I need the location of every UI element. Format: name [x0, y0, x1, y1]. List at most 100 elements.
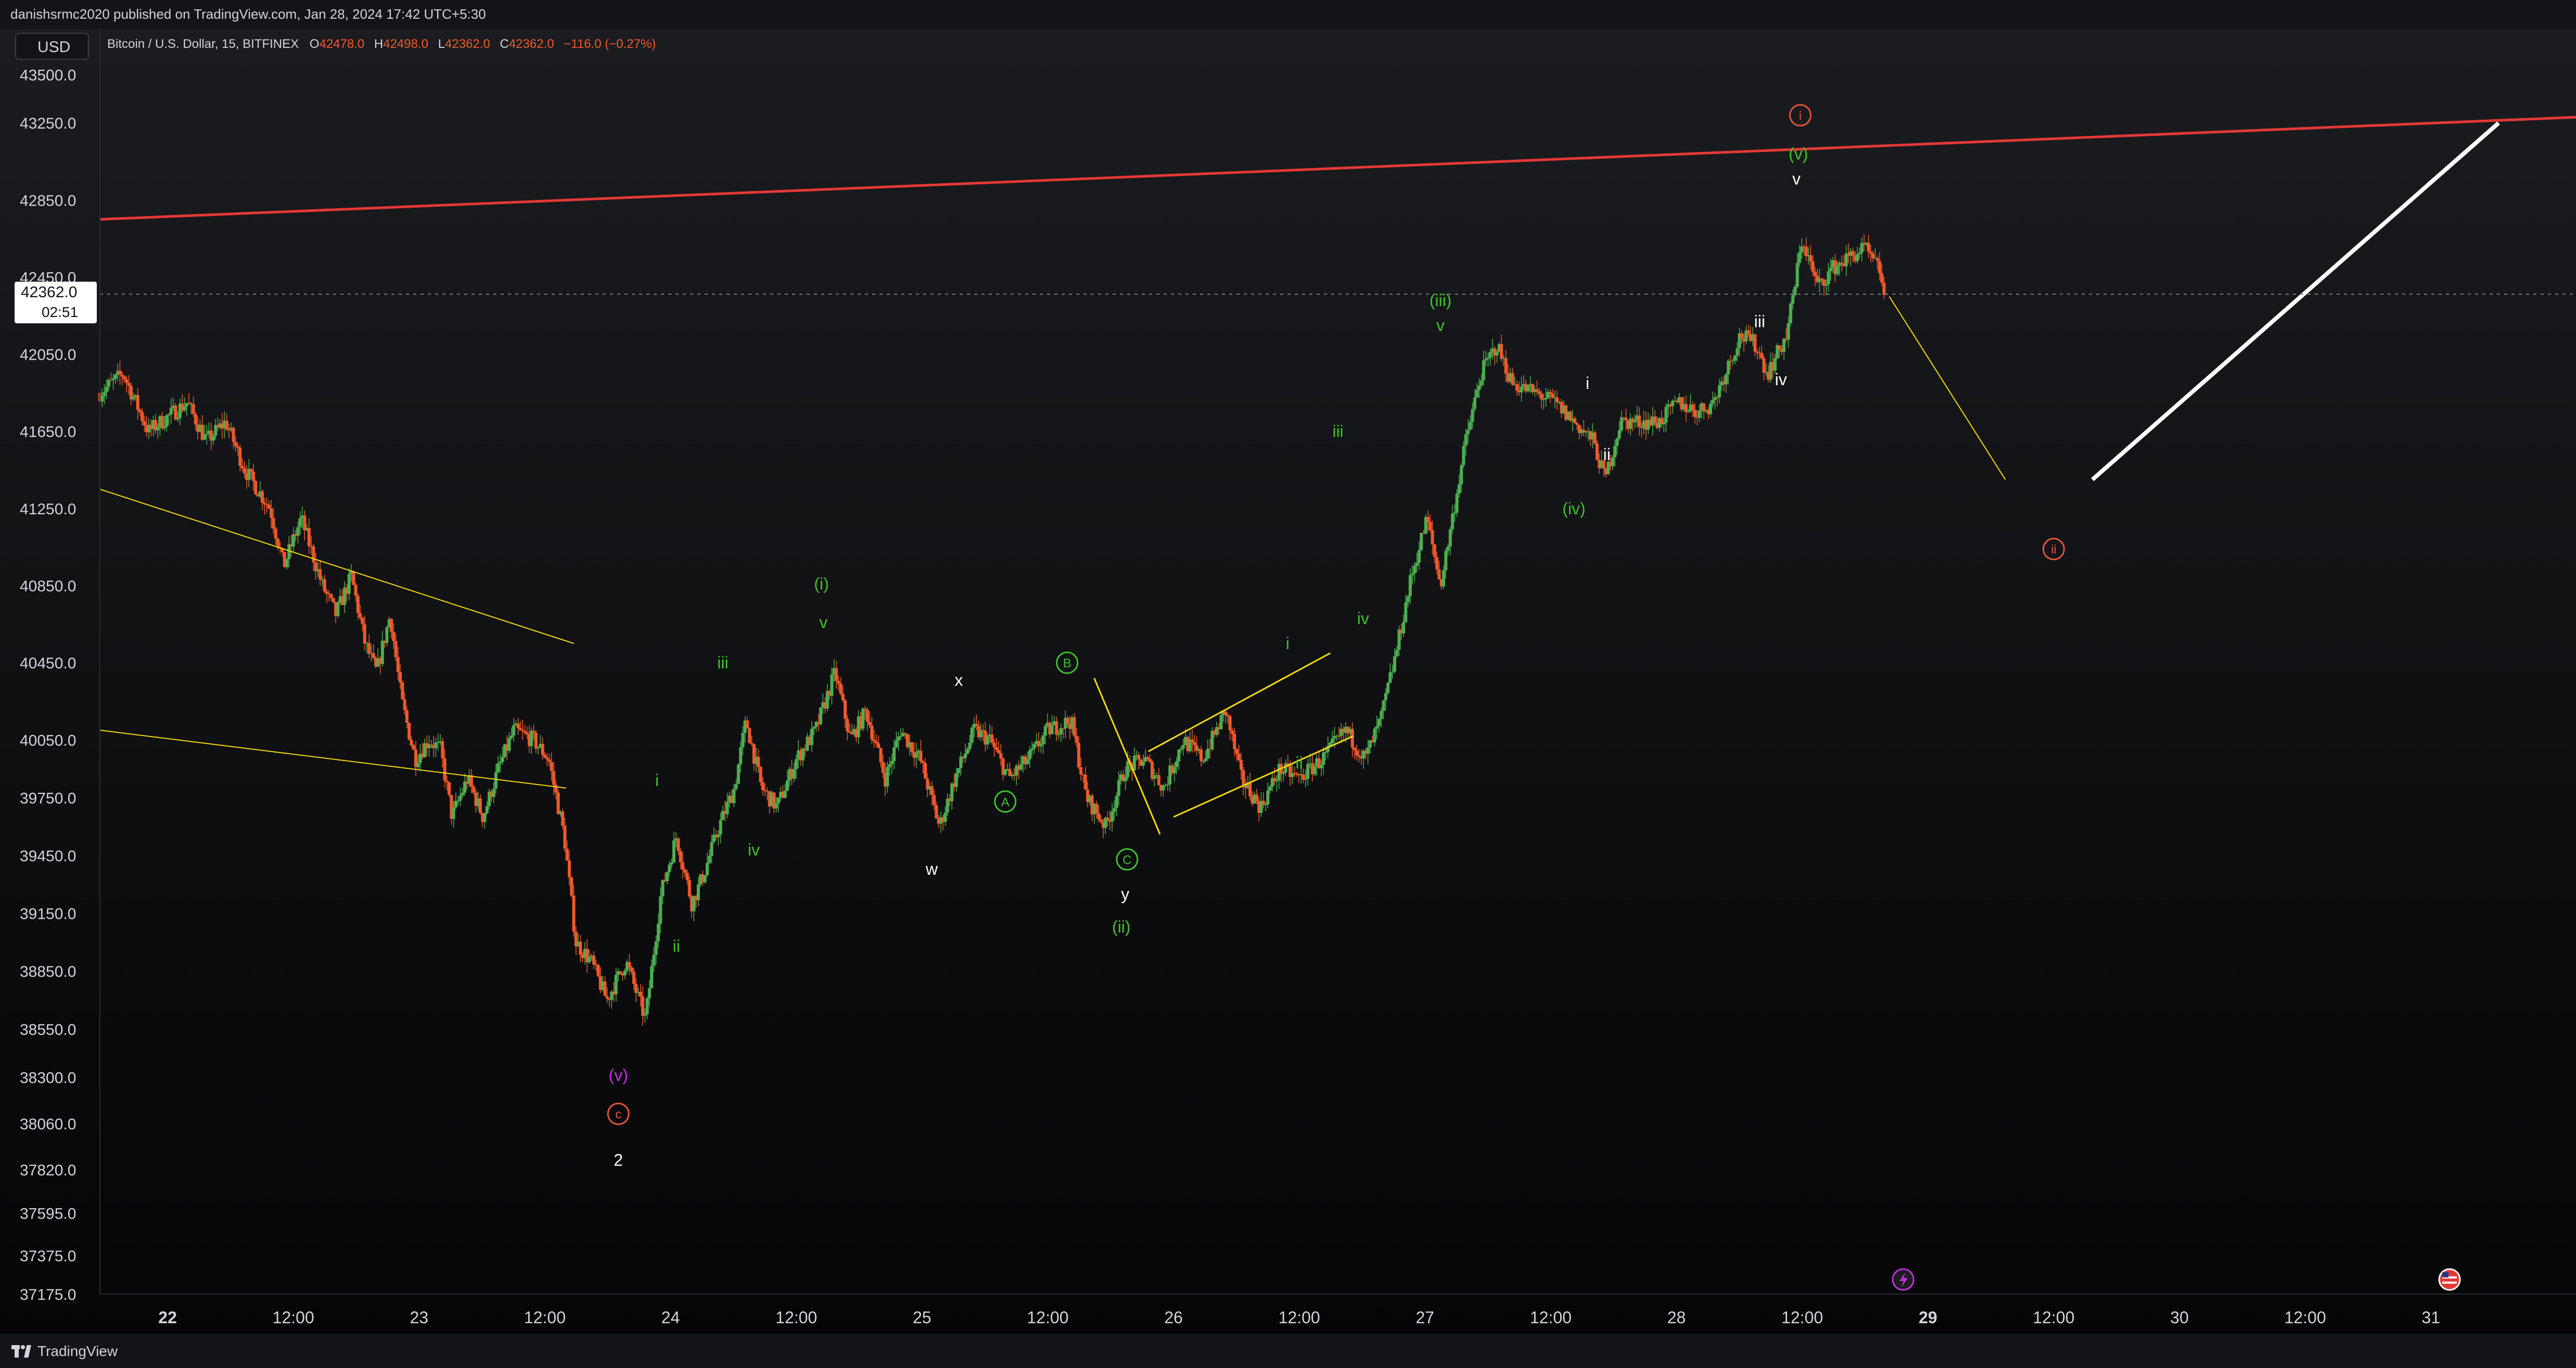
candle-body: [1462, 446, 1465, 465]
candle-body: [1691, 404, 1694, 410]
candle-body: [167, 414, 171, 415]
y-tick-label: 37820.0: [20, 1162, 76, 1179]
candle-body: [728, 795, 731, 802]
candle-body: [634, 984, 638, 993]
candle-body: [919, 751, 923, 762]
wave-label: c: [615, 1108, 621, 1122]
x-tick-label: 12:00: [2033, 1308, 2074, 1327]
candle-body: [774, 803, 778, 809]
candle-body: [539, 744, 542, 748]
candle-body: [1773, 358, 1777, 371]
candle-body: [563, 826, 567, 849]
candle-body: [329, 594, 333, 598]
wave-labels: (v)c2iiiiiiiv(i)vxwBACy(ii)iiiiiiiv(iii)…: [607, 104, 2065, 1170]
candle-body: [1024, 756, 1027, 765]
candle-body: [1282, 772, 1285, 774]
candle-body: [886, 767, 889, 787]
currency-label[interactable]: USD: [37, 39, 70, 56]
candle-body: [1564, 405, 1568, 420]
lightning-event-icon[interactable]: [1892, 1268, 1915, 1291]
candle-body: [1286, 763, 1290, 766]
candle-body: [450, 795, 453, 819]
candle-body: [162, 426, 166, 428]
candle-body: [732, 789, 736, 804]
candle-body: [1871, 254, 1874, 259]
candle-body: [696, 884, 700, 901]
y-tick-label: 39750.0: [20, 790, 76, 807]
candle-body: [1417, 550, 1421, 563]
candle-body: [534, 732, 538, 749]
candle-body: [710, 842, 713, 856]
wave-label: (i): [814, 574, 828, 593]
candle-body: [372, 653, 375, 658]
candle-body: [243, 468, 246, 474]
candle-body: [138, 410, 142, 412]
candle-body: [1493, 348, 1497, 356]
candle-body: [1270, 778, 1274, 787]
candle-body: [1600, 460, 1603, 468]
candle-body: [256, 494, 260, 497]
wave-label: (v): [609, 1066, 628, 1085]
close-value: 42362.0: [509, 37, 554, 51]
symbol-legend[interactable]: Bitcoin / U.S. Dollar, 15, BITFINEX O424…: [107, 37, 656, 51]
candle-body: [1591, 432, 1595, 440]
candle-body: [1451, 513, 1455, 529]
candle-body: [111, 378, 115, 381]
candle-body: [1224, 711, 1228, 715]
trend-line: [1093, 678, 1161, 835]
candle-body: [957, 768, 961, 774]
last-price-box: 42362.0 02:51: [15, 282, 97, 324]
candle-body: [1275, 780, 1279, 782]
candle-body: [1121, 774, 1125, 781]
candle-body: [343, 587, 347, 605]
candle-body: [1261, 801, 1265, 805]
candle-body: [1324, 752, 1328, 753]
trend-line: [99, 729, 566, 789]
candle-body: [1682, 404, 1686, 410]
candle-body: [806, 737, 809, 751]
price-chart[interactable]: (v)c2iiiiiiiv(i)vxwBACy(ii)iiiiiiiv(iii)…: [0, 29, 2576, 1334]
candle-body: [1111, 812, 1114, 822]
candle-body: [790, 769, 794, 779]
tradingview-logo[interactable]: TradingView: [11, 1343, 118, 1360]
candle-body: [1751, 334, 1755, 341]
candle-body: [1729, 361, 1732, 362]
candle-body: [1126, 761, 1129, 777]
candle-body: [1368, 740, 1372, 748]
candle-body: [783, 790, 787, 798]
candle-body: [1776, 345, 1779, 359]
candle-body: [1473, 397, 1476, 409]
time-axis[interactable]: 22 12:00 23 12:00 24 12:00 25 12:00 26 12:00 27 12:…: [100, 1294, 2576, 1327]
candle-body: [650, 966, 654, 989]
wave-label: w: [925, 859, 938, 878]
candle-body: [145, 425, 148, 433]
candle-body: [416, 763, 420, 767]
candle-body: [1562, 405, 1565, 413]
candle-body: [1829, 268, 1832, 271]
candle-body: [823, 702, 827, 709]
candle-body: [1153, 776, 1156, 779]
candle-body: [844, 700, 847, 719]
wave-label-circle: [1056, 651, 1079, 674]
candle-body: [666, 872, 669, 881]
candle-body: [1453, 512, 1457, 514]
candle-body: [1495, 351, 1499, 356]
candle-body: [1406, 596, 1410, 603]
candle-body: [376, 658, 380, 667]
candle-body: [1480, 380, 1483, 386]
price-axis[interactable]: USD 43500.043250.042850.042450.042050.04…: [15, 29, 100, 1303]
us-flag-event-icon[interactable]: [2438, 1268, 2461, 1291]
svg-text:Bitcoin / U.S. Dollar, 15, BIT: Bitcoin / U.S. Dollar, 15, BITFINEX O424…: [107, 37, 656, 51]
candle-body: [1155, 775, 1158, 776]
candle-body: [323, 579, 326, 592]
candle-body: [614, 974, 618, 995]
candle-body: [1190, 739, 1194, 742]
candle-body: [1015, 765, 1018, 776]
candle-body: [941, 817, 945, 822]
candle-body: [218, 423, 222, 428]
candle-body: [518, 728, 522, 730]
candle-body: [1070, 717, 1074, 729]
candle-body: [1017, 765, 1021, 770]
candle-body: [1426, 517, 1430, 522]
candle-body: [1797, 252, 1801, 263]
